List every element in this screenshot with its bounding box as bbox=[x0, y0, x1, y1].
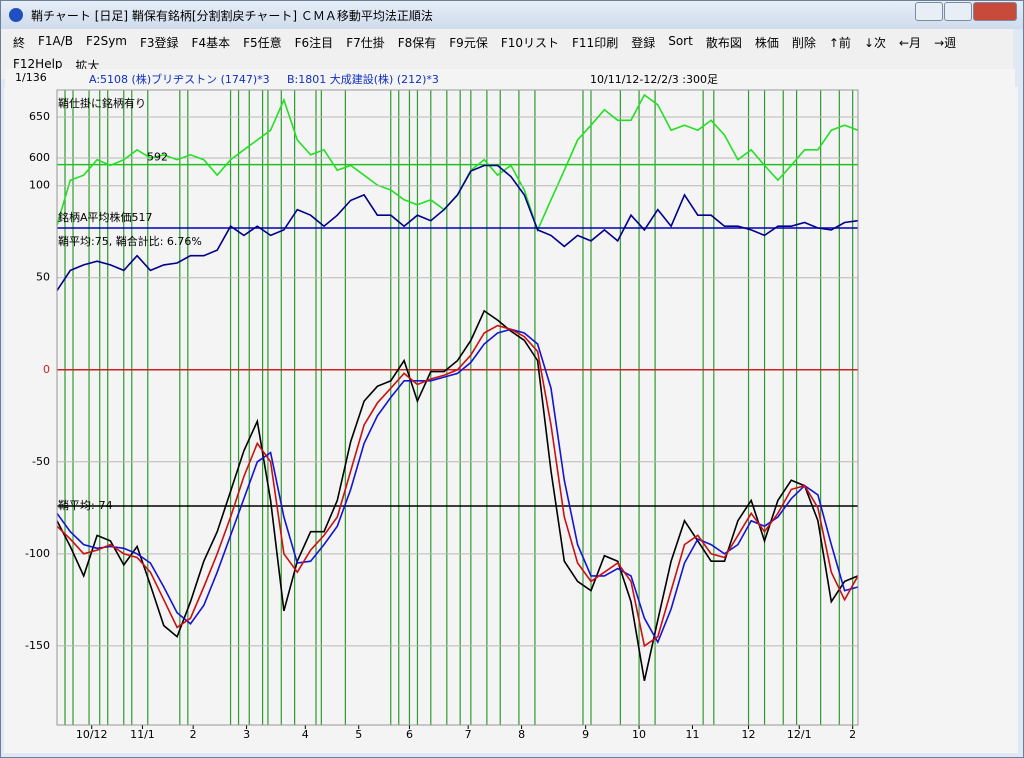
menu-item[interactable]: F8保有 bbox=[397, 36, 437, 50]
x-tick-label: 4 bbox=[302, 728, 309, 741]
menu-item[interactable]: F10リスト bbox=[500, 36, 560, 50]
x-tick-label: 11 bbox=[685, 728, 699, 741]
y-tick-label: 0 bbox=[43, 363, 50, 376]
y-tick-label: -100 bbox=[25, 547, 50, 560]
series-line bbox=[56, 164, 859, 292]
minimize-button[interactable] bbox=[915, 2, 943, 21]
menu-item[interactable]: 散布図 bbox=[705, 36, 742, 50]
series-line bbox=[56, 309, 859, 681]
x-tick-label: 9 bbox=[582, 728, 589, 741]
x-tick-label: 6 bbox=[406, 728, 413, 741]
menu-item[interactable]: 株価 bbox=[754, 36, 779, 50]
menu-item[interactable]: 登録 bbox=[631, 36, 656, 50]
menu-item[interactable]: F7仕掛 bbox=[346, 36, 385, 50]
menu-item[interactable]: F2Sym bbox=[86, 34, 127, 48]
annotation: 鞘平均:75, 鞘合計比: 6.76% bbox=[58, 234, 202, 248]
y-tick-label: 50 bbox=[36, 271, 50, 284]
x-tick-label: 2 bbox=[849, 728, 856, 741]
x-tick-label: 12 bbox=[742, 728, 756, 741]
annotation: 銘柄A平均株価517 bbox=[58, 210, 153, 224]
menu-item[interactable]: F4基本 bbox=[191, 36, 231, 50]
x-tick-label: 5 bbox=[355, 728, 362, 741]
date-range: 10/11/12-12/2/3 :300足 bbox=[590, 73, 718, 86]
plot-frame bbox=[56, 89, 859, 726]
x-tick-label: 10 bbox=[632, 728, 646, 741]
y-tick-label: -50 bbox=[32, 455, 50, 468]
record-count: 1/136 bbox=[15, 71, 47, 84]
menu-item[interactable]: →週 bbox=[934, 36, 957, 50]
annotation: 鞘平均:-74 bbox=[58, 498, 113, 512]
x-tick-label: 8 bbox=[518, 728, 525, 741]
y-tick-label: -150 bbox=[25, 639, 50, 652]
chart-background bbox=[4, 87, 1018, 753]
x-tick-label: 11/1 bbox=[130, 728, 155, 741]
menu-item[interactable]: ↑前 bbox=[828, 36, 851, 50]
y-tick-label: 650 bbox=[29, 110, 50, 123]
annotation: 鞘仕掛に銘柄有り bbox=[58, 96, 146, 110]
close-button[interactable] bbox=[973, 2, 1017, 21]
series-line bbox=[56, 328, 859, 645]
symbol-b: B:1801 大成建設(株) (212)*3 bbox=[287, 73, 439, 86]
menu-item[interactable]: F6注目 bbox=[294, 36, 334, 50]
menu-item[interactable]: F3登録 bbox=[140, 36, 179, 50]
menu-item[interactable]: Sort bbox=[668, 34, 693, 48]
menu-item[interactable]: ←月 bbox=[899, 36, 922, 50]
x-tick-label: 3 bbox=[243, 728, 250, 741]
x-tick-label: 10/12 bbox=[76, 728, 108, 741]
menu-item[interactable]: F11印刷 bbox=[572, 36, 619, 50]
x-tick-label: 2 bbox=[190, 728, 197, 741]
y-tick-label: 100 bbox=[29, 179, 50, 192]
menu-item[interactable]: F12Help bbox=[13, 57, 63, 71]
app-icon bbox=[9, 8, 23, 22]
menu-item[interactable]: ↓次 bbox=[863, 36, 886, 50]
window-buttons bbox=[914, 2, 1017, 21]
y-tick-label: 600 bbox=[29, 151, 50, 164]
menu-item[interactable]: 削除 bbox=[791, 36, 816, 50]
x-tick-label: 7 bbox=[465, 728, 472, 741]
menu-item[interactable]: F1A/B bbox=[38, 34, 74, 48]
menu-item[interactable]: F5任意 bbox=[243, 36, 282, 50]
symbol-a: A:5108 (株)ブリヂストン (1747)*3 bbox=[89, 73, 270, 86]
maximize-button[interactable] bbox=[944, 2, 972, 21]
x-tick-label: 12/1 bbox=[787, 728, 812, 741]
info-line: 1/136 A:5108 (株)ブリヂストン (1747)*3 B:1801 大… bbox=[5, 69, 1015, 87]
menu-item[interactable]: 終 bbox=[13, 36, 26, 50]
title-bar: 鞘チャート [日足] 鞘保有銘柄[分割割戻チャート] ＣＭＡ移動平均法正順法 bbox=[1, 1, 1023, 29]
reference-label: 592 bbox=[147, 151, 168, 164]
window-title: 鞘チャート [日足] 鞘保有銘柄[分割割戻チャート] ＣＭＡ移動平均法正順法 bbox=[31, 8, 433, 23]
series-line bbox=[56, 324, 859, 648]
menu-item[interactable]: F9元保 bbox=[449, 36, 488, 50]
